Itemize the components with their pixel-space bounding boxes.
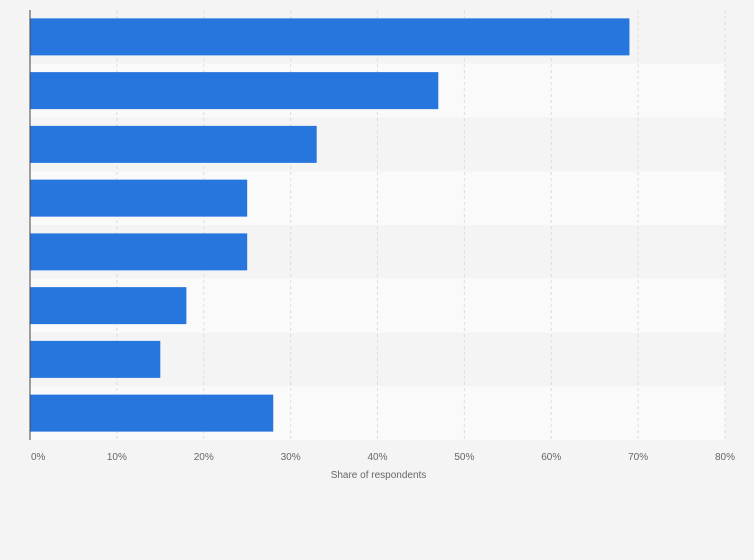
x-axis-title: Share of respondents [331, 470, 427, 481]
bar[interactable] [30, 72, 439, 110]
bar[interactable] [30, 233, 248, 271]
x-tick-label: 20% [194, 452, 214, 463]
x-tick-label: 50% [454, 452, 474, 463]
x-tick-label: 60% [541, 452, 561, 463]
x-tick-label: 30% [281, 452, 301, 463]
x-tick-label: 40% [367, 452, 387, 463]
bar[interactable] [30, 287, 187, 325]
bar[interactable] [30, 18, 630, 56]
bar[interactable] [30, 125, 317, 163]
bar[interactable] [30, 340, 161, 378]
x-tick-label: 10% [107, 452, 127, 463]
x-axis-ticks: 0% 10% 20% 30% 40% 50% 60% 70% 80% [31, 452, 735, 463]
x-tick-label: 0% [31, 452, 46, 463]
bars [30, 18, 630, 432]
x-tick-label: 80% [715, 452, 735, 463]
x-tick-label: 70% [628, 452, 648, 463]
bar[interactable] [30, 394, 274, 432]
bar[interactable] [30, 179, 248, 217]
